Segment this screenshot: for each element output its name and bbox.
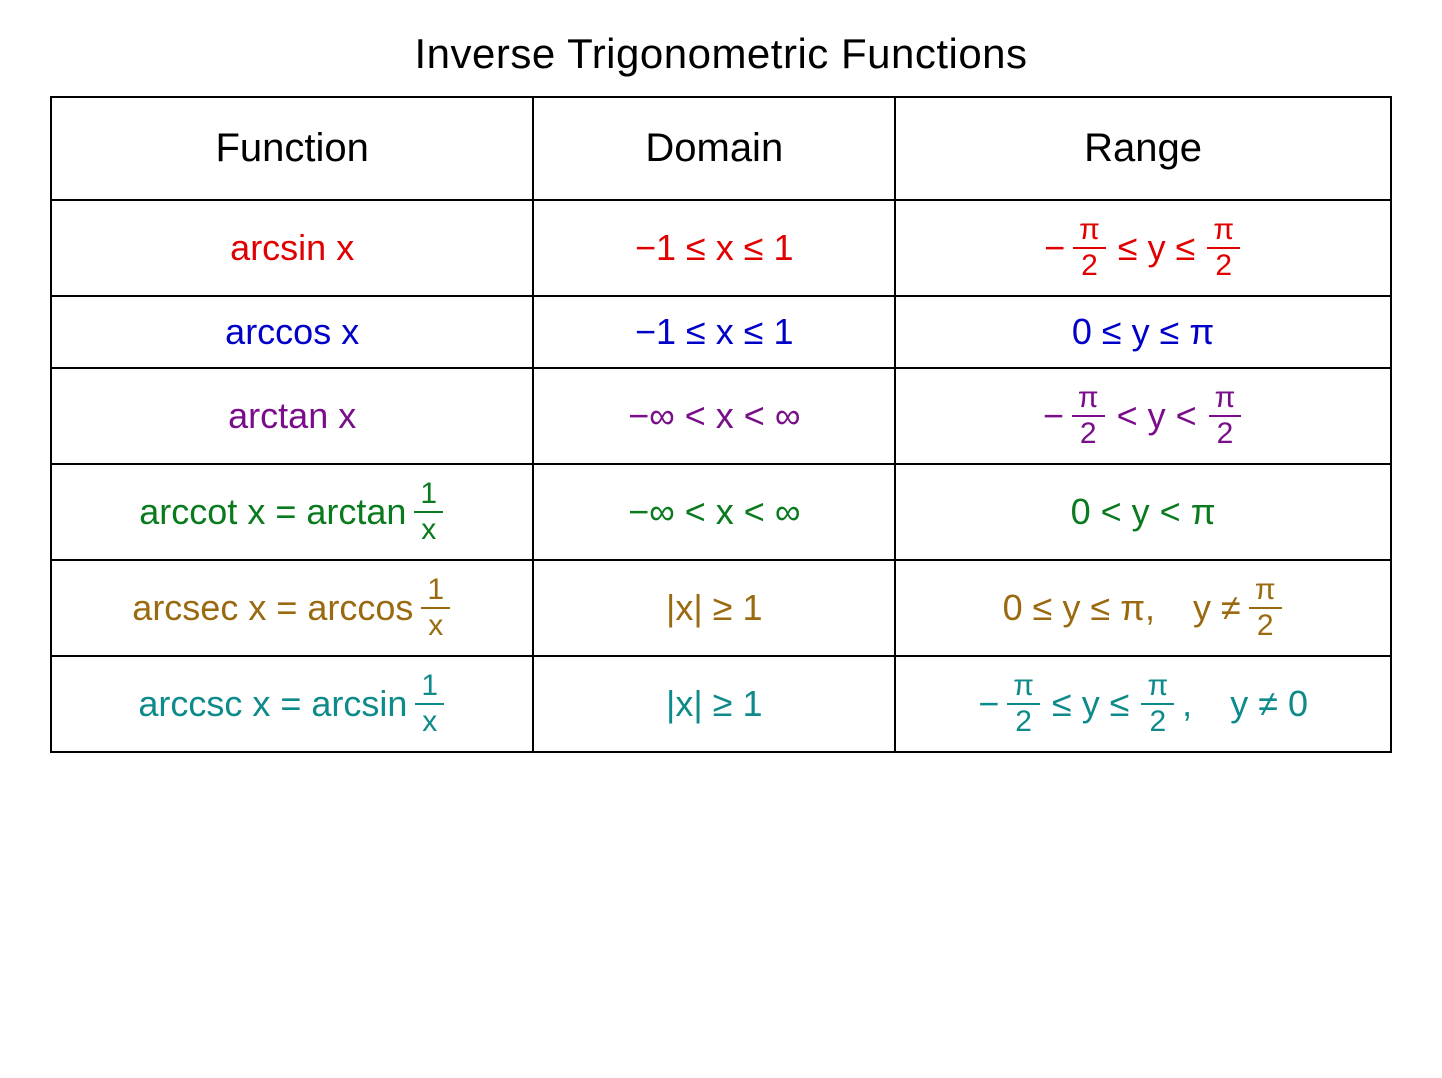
table-body: arcsin x−1 ≤ x ≤ 1−π2≤y≤π2arccos x−1 ≤ x… [51,200,1391,752]
cell-function: arccot x = arctan1x [51,464,533,560]
fraction: π2 [1073,215,1106,281]
cell-function: arcsec x = arccos1x [51,560,533,656]
cell-range: 0 ≤ y ≤ π [895,296,1391,368]
fraction: π2 [1207,215,1240,281]
table-row: arccsc x = arcsin1x|x| ≥ 1−π2≤y≤π2,y ≠ 0 [51,656,1391,752]
cell-function: arccsc x = arcsin1x [51,656,533,752]
col-range: Range [895,97,1391,200]
fraction: π2 [1007,671,1040,737]
cell-domain: −∞ < x < ∞ [533,368,895,464]
table-row: arccos x−1 ≤ x ≤ 10 ≤ y ≤ π [51,296,1391,368]
cell-range: −π2≤y≤π2,y ≠ 0 [895,656,1391,752]
fraction: π2 [1072,383,1105,449]
table-header-row: Function Domain Range [51,97,1391,200]
fraction: 1x [415,671,444,737]
page-title: Inverse Trigonometric Functions [50,30,1392,78]
fraction: π2 [1141,671,1174,737]
table-row: arccot x = arctan1x−∞ < x < ∞0 < y < π [51,464,1391,560]
cell-domain: |x| ≥ 1 [533,560,895,656]
cell-function: arctan x [51,368,533,464]
cell-range: 0 ≤ y ≤ π,y ≠π2 [895,560,1391,656]
cell-domain: −1 ≤ x ≤ 1 [533,296,895,368]
fraction: π2 [1249,575,1282,641]
cell-domain: −∞ < x < ∞ [533,464,895,560]
fraction: π2 [1209,383,1242,449]
cell-domain: |x| ≥ 1 [533,656,895,752]
trig-table: Function Domain Range arcsin x−1 ≤ x ≤ 1… [50,96,1392,753]
table-row: arcsec x = arccos1x|x| ≥ 10 ≤ y ≤ π,y ≠π… [51,560,1391,656]
cell-range: −π2≤y≤π2 [895,200,1391,296]
page: Inverse Trigonometric Functions Function… [0,0,1442,803]
cell-range: 0 < y < π [895,464,1391,560]
table-row: arctan x−∞ < x < ∞−π2<y<π2 [51,368,1391,464]
table-row: arcsin x−1 ≤ x ≤ 1−π2≤y≤π2 [51,200,1391,296]
cell-range: −π2<y<π2 [895,368,1391,464]
cell-function: arcsin x [51,200,533,296]
cell-domain: −1 ≤ x ≤ 1 [533,200,895,296]
fraction: 1x [414,479,443,545]
cell-function: arccos x [51,296,533,368]
col-domain: Domain [533,97,895,200]
col-function: Function [51,97,533,200]
fraction: 1x [421,575,450,641]
